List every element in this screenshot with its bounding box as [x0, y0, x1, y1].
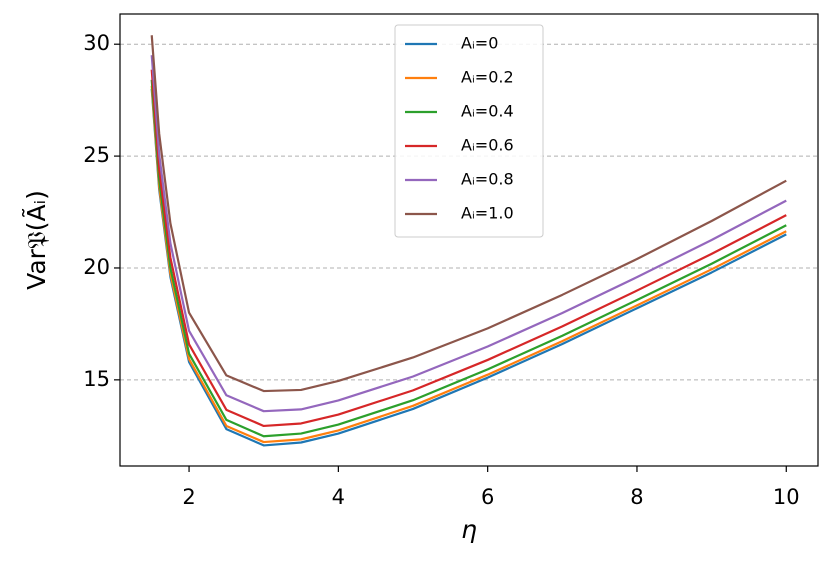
legend-label: Aᵢ=0.6: [461, 136, 514, 155]
plot-frame: [119, 13, 819, 467]
series-line: [150, 55, 787, 413]
series-line: [150, 35, 787, 393]
x-axis-label: η: [461, 515, 477, 544]
series-line: [150, 79, 787, 438]
x-tick-label: 10: [773, 485, 800, 509]
series-line: [150, 85, 787, 444]
legend-label: Aᵢ=0.4: [461, 102, 514, 121]
x-tick-label: 4: [332, 485, 345, 509]
legend-label: Aᵢ=1.0: [461, 204, 514, 223]
legend-label: Aᵢ=0.8: [461, 170, 514, 189]
series-line: [150, 69, 787, 428]
legend-label: Aᵢ=0.2: [461, 68, 514, 87]
legend-label: Aᵢ=0: [461, 34, 498, 53]
x-tick-label: 8: [630, 485, 643, 509]
x-tick-label: 6: [481, 485, 494, 509]
y-tick-label: 20: [83, 255, 110, 279]
y-axis-label: Var𝔓(Ãᵢ): [21, 190, 51, 290]
x-tick-label: 2: [182, 485, 195, 509]
y-tick-label: 25: [83, 143, 110, 167]
y-tick-label: 15: [83, 367, 110, 391]
y-tick-label: 30: [83, 31, 110, 55]
